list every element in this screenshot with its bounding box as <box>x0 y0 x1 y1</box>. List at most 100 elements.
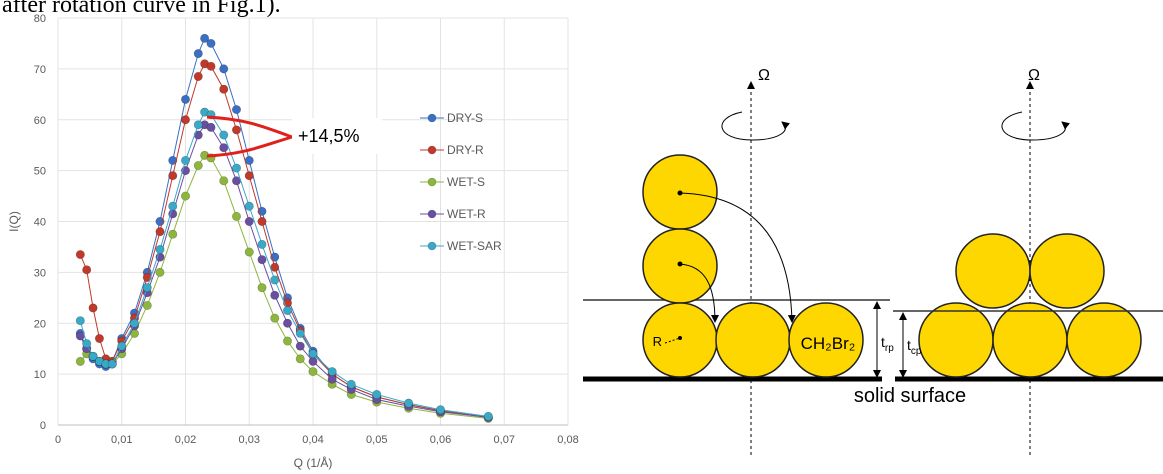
data-point <box>169 230 177 238</box>
data-point <box>309 350 317 358</box>
x-tick-label: 0,08 <box>557 434 578 446</box>
data-point <box>309 357 317 365</box>
t-cp-sub: cp <box>911 346 922 357</box>
surface-label: solid surface <box>854 385 966 407</box>
data-point <box>76 357 84 365</box>
data-point <box>232 126 240 134</box>
data-point <box>436 406 444 414</box>
x-tick-label: 0,06 <box>430 434 451 446</box>
data-point <box>118 342 126 350</box>
data-point <box>82 339 90 347</box>
data-point <box>245 248 253 256</box>
data-point <box>271 263 279 271</box>
particle <box>956 234 1030 308</box>
y-tick-label: 80 <box>34 13 46 25</box>
y-tick-label: 50 <box>34 166 46 178</box>
data-point <box>130 319 138 327</box>
data-point <box>76 250 84 258</box>
data-point <box>245 202 253 210</box>
y-tick-label: 60 <box>34 115 46 127</box>
series-line <box>80 38 488 417</box>
data-point <box>95 334 103 342</box>
data-point <box>283 337 291 345</box>
data-point <box>484 412 492 420</box>
y-tick-label: 40 <box>34 217 46 229</box>
t-rp-label: trp <box>881 334 894 354</box>
data-point <box>258 255 266 263</box>
y-tick-label: 0 <box>40 420 46 432</box>
data-point <box>347 380 355 388</box>
data-point <box>328 375 336 383</box>
y-tick-label: 70 <box>34 64 46 76</box>
data-point <box>373 390 381 398</box>
data-point <box>404 399 412 407</box>
data-point <box>328 367 336 375</box>
data-point <box>207 123 215 131</box>
particle <box>1030 234 1104 308</box>
data-point <box>271 314 279 322</box>
data-point <box>156 227 164 235</box>
legend-marker <box>428 146 436 154</box>
x-tick-label: 0,01 <box>111 434 132 446</box>
diagram: Ω R CH₂Br₂ trp Ω <box>583 67 1163 455</box>
x-tick-label: 0 <box>55 434 61 446</box>
data-point <box>169 172 177 180</box>
data-point <box>194 72 202 80</box>
data-point <box>220 65 228 73</box>
data-point <box>181 192 189 200</box>
legend-label: WET-SAR <box>447 239 502 253</box>
radius-label: R <box>653 334 662 349</box>
data-point <box>143 283 151 291</box>
data-point <box>156 268 164 276</box>
x-axis-title: Q (1/Å) <box>294 455 333 470</box>
omega-label: Ω <box>758 67 770 84</box>
x-tick-label: 0,07 <box>494 434 515 446</box>
x-tick-label: 0,05 <box>366 434 387 446</box>
legend-marker <box>428 210 436 218</box>
data-point <box>207 62 215 70</box>
y-tick-label: 20 <box>34 318 46 330</box>
particle <box>919 303 993 377</box>
x-tick-label: 0,04 <box>302 434 323 446</box>
x-tick-label: 0,03 <box>239 434 260 446</box>
data-point <box>156 245 164 253</box>
series-line <box>80 112 488 416</box>
y-tick-label: 30 <box>34 267 46 279</box>
data-point <box>181 95 189 103</box>
data-point <box>194 121 202 129</box>
data-point <box>108 360 116 368</box>
data-point <box>245 172 253 180</box>
rotation-arrow <box>722 112 786 140</box>
data-point <box>296 342 304 350</box>
data-point <box>143 301 151 309</box>
data-point <box>283 319 291 327</box>
legend-label: DRY-R <box>447 143 484 157</box>
legend-marker <box>428 242 436 250</box>
data-point <box>245 217 253 225</box>
legend-marker <box>428 114 436 122</box>
data-point <box>220 144 228 152</box>
data-point <box>181 116 189 124</box>
legend-marker <box>428 178 436 186</box>
x-tick-label: 0,02 <box>175 434 196 446</box>
data-point <box>232 105 240 113</box>
data-point <box>82 266 90 274</box>
particle <box>1067 303 1141 377</box>
data-point <box>258 217 266 225</box>
legend-label: WET-R <box>447 207 486 221</box>
omega-label: Ω <box>1028 67 1040 84</box>
data-point <box>283 306 291 314</box>
series-line <box>80 125 488 418</box>
data-point <box>220 177 228 185</box>
data-point <box>76 317 84 325</box>
data-point <box>181 156 189 164</box>
legend-label: WET-S <box>447 175 485 189</box>
t-rp-sub: rp <box>885 343 894 354</box>
data-point <box>296 355 304 363</box>
data-point <box>232 164 240 172</box>
series-line <box>80 64 488 418</box>
page: after rotation curve in Fig.1). 01020304… <box>0 0 1163 474</box>
data-point <box>271 276 279 284</box>
data-point <box>194 161 202 169</box>
